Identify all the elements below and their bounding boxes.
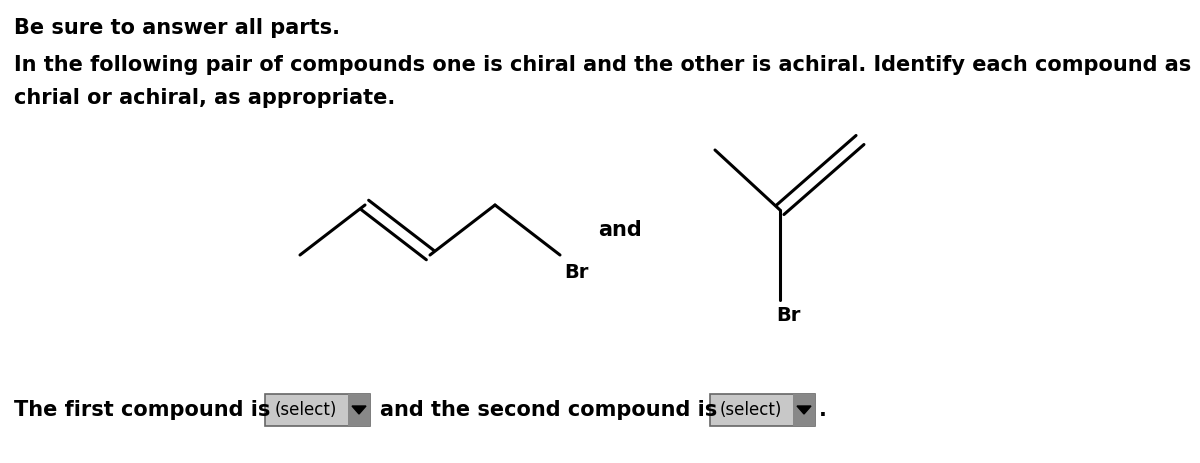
Bar: [710, 394, 815, 426]
Bar: [348, 394, 370, 426]
Text: and the second compound is: and the second compound is: [380, 400, 718, 420]
Text: The first compound is: The first compound is: [14, 400, 270, 420]
Text: .: .: [818, 400, 827, 420]
Text: In the following pair of compounds one is chiral and the other is achiral. Ident: In the following pair of compounds one i…: [14, 55, 1192, 75]
Text: Br: Br: [564, 263, 588, 282]
Text: Br: Br: [776, 306, 800, 325]
Text: (select): (select): [720, 401, 782, 419]
Text: and: and: [598, 220, 642, 240]
Text: chrial or achiral, as appropriate.: chrial or achiral, as appropriate.: [14, 88, 395, 108]
Bar: [265, 394, 370, 426]
Text: Be sure to answer all parts.: Be sure to answer all parts.: [14, 18, 340, 38]
Polygon shape: [352, 406, 366, 414]
Bar: [793, 394, 815, 426]
Text: (select): (select): [275, 401, 337, 419]
Polygon shape: [797, 406, 811, 414]
